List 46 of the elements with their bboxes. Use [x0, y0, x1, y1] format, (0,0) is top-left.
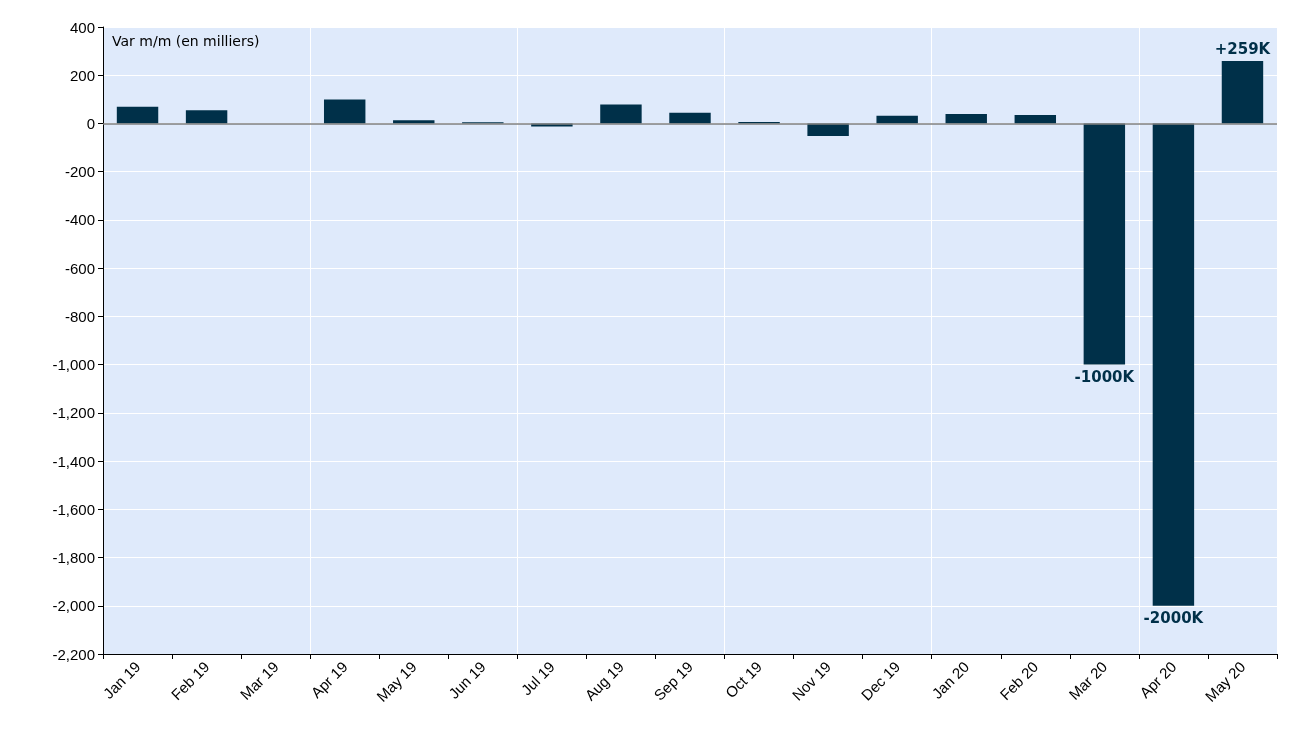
x-tick-label: Nov 19 [788, 657, 835, 704]
x-tick-label: Sep 19 [650, 657, 697, 704]
y-tick-label: -2,200 [52, 645, 95, 663]
x-tick-label: Apr 20 [1136, 657, 1180, 702]
x-tick-label: Dec 19 [857, 657, 904, 704]
x-tick-label: Feb 19 [167, 657, 213, 703]
bar [1152, 123, 1195, 606]
bar [185, 110, 228, 124]
x-tick-label: Feb 20 [996, 657, 1042, 703]
x-tick-label: Aug 19 [581, 657, 627, 704]
bar [876, 115, 918, 124]
y-tick-label: -1,400 [52, 452, 95, 470]
x-tick-label: May 19 [373, 657, 420, 705]
data-label: +259K [1214, 39, 1272, 58]
y-tick-label: 0 [86, 114, 95, 132]
bar [1083, 123, 1126, 365]
bar [669, 112, 711, 124]
x-tick-label: Jan 20 [928, 657, 973, 702]
x-tick-label: Mar 20 [1065, 657, 1111, 703]
y-tick-label: -1,600 [52, 500, 95, 518]
x-tick-label: Apr 19 [307, 657, 351, 702]
bar [1221, 61, 1264, 124]
y-tick-label: -2,000 [52, 597, 95, 615]
x-tick-label: May 20 [1201, 657, 1249, 705]
x-tick-label: Jan 19 [99, 657, 144, 702]
y-tick-label: -600 [64, 259, 95, 277]
x-tick-label: Jul 19 [517, 657, 558, 699]
x-tick-label: Oct 19 [721, 657, 766, 702]
bar [1014, 115, 1057, 124]
data-label: -1000K [1074, 368, 1136, 387]
bar [600, 104, 642, 124]
y-tick-label: -200 [64, 163, 95, 181]
bar [945, 114, 987, 124]
y-tick-label: -1,800 [52, 549, 95, 567]
y-axis-title: Var m/m (en milliers) [112, 33, 260, 49]
bar [116, 106, 159, 124]
y-tick-label: 400 [69, 18, 95, 36]
y-tick-label: -400 [64, 211, 95, 229]
x-tick-label: Mar 19 [236, 657, 282, 703]
bar [323, 99, 366, 124]
y-tick-label: -1,000 [52, 356, 95, 374]
y-tick-label: -800 [64, 307, 95, 325]
data-label: -2000K [1143, 609, 1205, 628]
y-tick-label: 200 [69, 66, 95, 84]
y-tick-label: -1,200 [52, 404, 95, 422]
x-tick-label: Jun 19 [444, 657, 489, 702]
